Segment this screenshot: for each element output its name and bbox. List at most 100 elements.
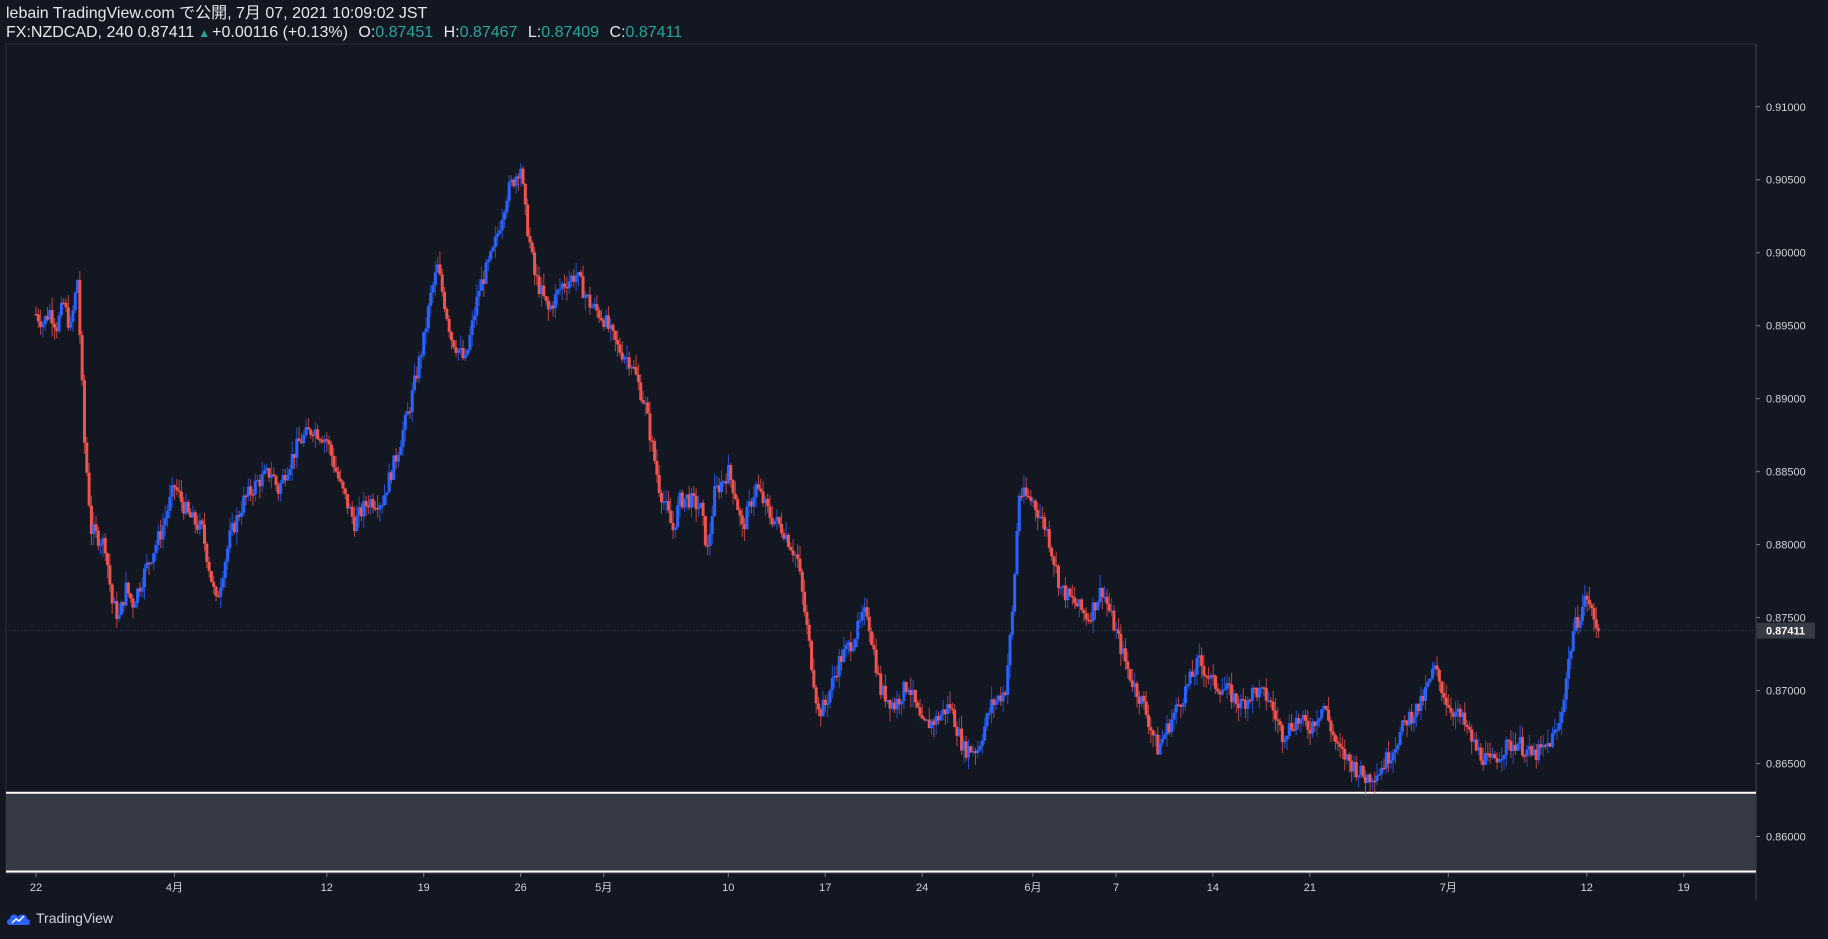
candle[interactable] [542,273,546,299]
candle[interactable] [1239,693,1243,717]
candle[interactable] [1167,718,1171,736]
candle[interactable] [413,363,417,394]
candle[interactable] [348,502,352,509]
candle[interactable] [754,481,758,508]
candle[interactable] [606,305,610,333]
candle[interactable] [1103,586,1107,602]
candle[interactable] [1382,758,1386,771]
tradingview-cloud-logo-icon[interactable] [6,910,32,926]
candle[interactable] [115,591,119,628]
candle[interactable] [913,689,917,709]
candle[interactable] [290,441,294,481]
candle[interactable] [597,307,601,324]
candle[interactable] [1135,680,1139,708]
candle[interactable] [470,310,474,347]
candle[interactable] [1087,613,1091,624]
candle[interactable] [1546,729,1550,754]
candle[interactable] [313,422,317,449]
candle[interactable] [1530,744,1534,758]
candle[interactable] [1449,697,1453,720]
candle[interactable] [816,696,820,717]
candle[interactable] [983,718,987,744]
candle[interactable] [385,492,389,505]
candle[interactable] [443,286,447,313]
candle[interactable] [724,473,728,495]
candle[interactable] [1133,672,1137,698]
candle[interactable] [373,501,377,512]
candle[interactable] [168,484,172,519]
candle[interactable] [773,520,777,527]
candle[interactable] [366,495,370,515]
candle[interactable] [1597,624,1601,639]
candle[interactable] [1380,760,1384,781]
candle[interactable] [362,491,366,528]
candle[interactable] [1172,708,1176,730]
candle[interactable] [39,309,43,335]
candle[interactable] [1391,748,1395,774]
candle[interactable] [1590,602,1594,617]
candle[interactable] [846,639,850,655]
candle[interactable] [680,489,684,510]
candle[interactable] [438,251,442,276]
candle[interactable] [539,277,543,307]
candle[interactable] [429,285,433,317]
candle[interactable] [992,697,996,718]
candle[interactable] [401,420,405,456]
candle[interactable] [1354,755,1358,782]
candle[interactable] [1181,698,1185,714]
candle[interactable] [856,612,860,648]
candle[interactable] [558,278,562,296]
candle[interactable] [953,703,957,728]
candle[interactable] [1534,743,1538,769]
candle[interactable] [253,473,257,502]
candle[interactable] [108,553,112,593]
candle[interactable] [396,451,400,468]
candle[interactable] [293,453,297,469]
candle[interactable] [810,639,814,673]
candle[interactable] [590,302,594,309]
candle[interactable] [777,516,781,528]
candle[interactable] [94,515,98,538]
candle[interactable] [205,541,209,569]
candle[interactable] [1142,691,1146,710]
candle[interactable] [445,306,449,321]
candle[interactable] [1045,526,1049,537]
candle[interactable] [842,636,846,663]
candle[interactable] [179,480,183,512]
candle[interactable] [939,711,943,722]
candle[interactable] [1029,489,1033,506]
candle[interactable] [687,485,691,511]
candle[interactable] [1170,709,1174,737]
candle[interactable] [844,640,848,658]
candle[interactable] [1130,669,1134,692]
candle[interactable] [586,293,590,299]
candle[interactable] [569,272,573,288]
candle[interactable] [246,478,250,501]
candle[interactable] [918,698,922,718]
candle[interactable] [1497,752,1501,763]
candle[interactable] [200,518,204,529]
candle[interactable] [1472,731,1476,743]
candle[interactable] [1059,586,1063,595]
candle[interactable] [369,494,373,515]
candle[interactable] [422,331,426,360]
candle[interactable] [1424,675,1428,711]
candle[interactable] [703,515,707,548]
candle[interactable] [302,430,306,448]
candle[interactable] [1511,732,1515,764]
candle[interactable] [1481,747,1485,771]
candle[interactable] [1050,545,1054,561]
candle[interactable] [1260,685,1264,695]
candle[interactable] [948,691,952,714]
candle[interactable] [1419,686,1423,721]
candle[interactable] [593,297,597,310]
candle[interactable] [876,665,880,676]
candle[interactable] [207,556,211,578]
candle[interactable] [170,476,174,508]
candle[interactable] [48,303,52,322]
candle[interactable] [1587,586,1591,611]
candle[interactable] [191,505,195,518]
candle[interactable] [1001,685,1005,712]
candle[interactable] [828,688,832,709]
candle[interactable] [433,261,437,296]
